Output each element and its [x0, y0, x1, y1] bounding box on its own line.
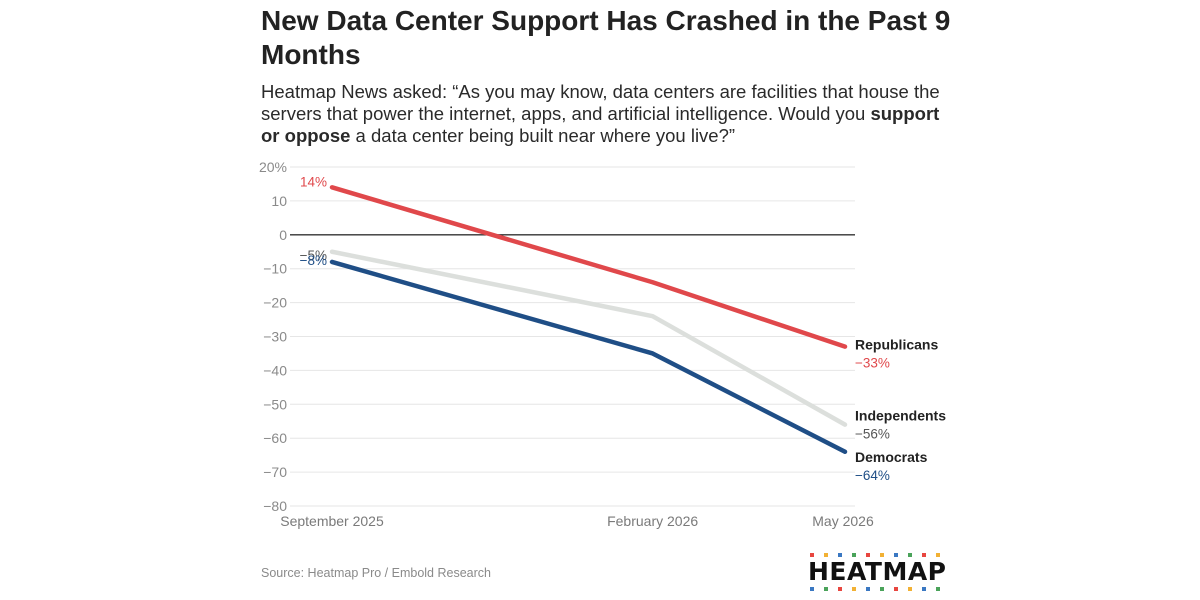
series-labels: −5% Independents −56% −8% Democrats −64% 14% Re… [300, 174, 947, 482]
x-tick-label: September 2025 [280, 513, 384, 529]
logo-dot [852, 587, 856, 591]
x-tick-label: May 2026 [812, 513, 874, 529]
logo-dot [810, 553, 814, 557]
logo-dot [922, 553, 926, 557]
y-tick-label: −70 [263, 464, 287, 480]
logo-dot [838, 553, 842, 557]
logo-dot [936, 553, 940, 557]
chart-subtitle: Heatmap News asked: “As you may know, da… [261, 81, 941, 147]
end-label-democrats: −64% [855, 468, 890, 483]
subtitle-text-1: Heatmap News asked: “As you may know, da… [261, 81, 940, 124]
logo-dot [852, 553, 856, 557]
end-label-republicans: −33% [855, 356, 890, 371]
subtitle-emphasis: support or oppose [261, 103, 940, 146]
y-tick-label: −30 [263, 329, 287, 345]
logo-dot [908, 553, 912, 557]
logo-text: HEATMAP [808, 557, 947, 586]
y-tick-label: 20% [259, 159, 287, 175]
logo-dot [894, 587, 898, 591]
series-lines [329, 185, 848, 455]
logo-dot [866, 553, 870, 557]
y-tick-label: 10 [271, 193, 287, 209]
y-tick-label: −20 [263, 295, 287, 311]
x-axis-ticks: September 2025 February 2026 May 2026 [280, 513, 874, 529]
y-axis-ticks: 20% 10 0 −10 −20 −30 −40 −50 −60 −70 −80 [259, 159, 287, 514]
logo-dot [936, 587, 940, 591]
logo-dot [894, 553, 898, 557]
logo-dot [810, 587, 814, 591]
logo-dot [824, 553, 828, 557]
y-tick-label: −60 [263, 430, 287, 446]
logo-dot [838, 587, 842, 591]
logo-dots [810, 553, 940, 591]
logo-dot [866, 587, 870, 591]
heatmap-logo: HEATMAP [808, 552, 947, 592]
y-tick-label: −50 [263, 396, 287, 412]
series-name-republicans: Republicans [855, 337, 938, 353]
series-line-republicans [329, 185, 848, 349]
x-tick-label: February 2026 [607, 513, 698, 529]
chart-title: New Data Center Support Has Crashed in t… [261, 5, 951, 70]
series-name-democrats: Democrats [855, 449, 928, 465]
start-label-independents: −5% [300, 248, 327, 263]
series-line-democrats [329, 259, 848, 455]
gridlines [290, 166, 855, 507]
y-tick-label: −10 [263, 261, 287, 277]
series-name-independents: Independents [855, 408, 946, 424]
start-label-democrats: −8% [300, 253, 327, 268]
end-label-independents: −56% [855, 427, 890, 442]
logo-dot [880, 553, 884, 557]
logo-dot [880, 587, 884, 591]
logo-dot [922, 587, 926, 591]
y-tick-label: −80 [263, 498, 287, 514]
subtitle-text-2: a data center being built near where you… [350, 125, 736, 146]
y-tick-label: −40 [263, 362, 287, 378]
logo-dot [908, 587, 912, 591]
logo-dot [824, 587, 828, 591]
source-note: Source: Heatmap Pro / Embold Research [261, 566, 491, 580]
start-label-republicans: 14% [300, 174, 327, 189]
series-line-independents [329, 249, 848, 427]
y-tick-label: 0 [279, 227, 287, 243]
